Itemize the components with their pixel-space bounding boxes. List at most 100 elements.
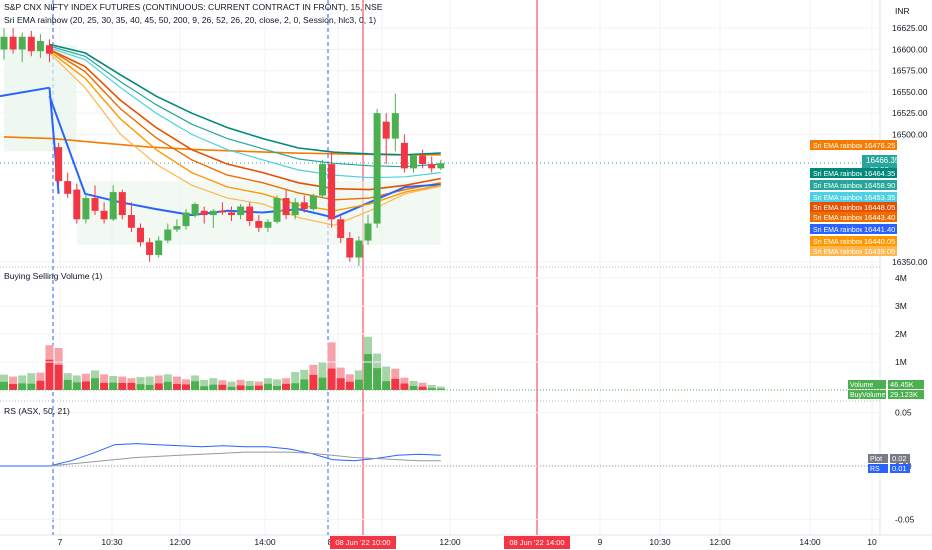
- rs-axis-tick-0: 0.05: [895, 408, 912, 418]
- ema-value-tag: [862, 180, 897, 190]
- ema-value-tag: [862, 140, 897, 150]
- ema-value-label: 16448.05: [864, 203, 895, 212]
- ema-name-tag: [810, 212, 862, 222]
- candle-body: [73, 189, 81, 220]
- volume-bar-side: [418, 386, 427, 390]
- candle-body: [246, 206, 254, 221]
- candle-body: [410, 155, 417, 169]
- volume-bar-side: [273, 386, 281, 390]
- volume-bar-side: [291, 383, 300, 390]
- ema-value-tag: [862, 202, 897, 212]
- candle-body: [282, 198, 290, 216]
- ema-name-tag: [810, 224, 862, 234]
- candle-body: [209, 210, 217, 216]
- time-axis-tick-2: 12:00: [169, 537, 191, 547]
- volume-name-tag-1: [848, 390, 886, 399]
- rs-name-tag-1: [868, 464, 888, 473]
- ema-name-label: Sri EMA rainbow:EMA 3: [813, 215, 887, 222]
- candle-body: [91, 198, 99, 211]
- ema-value-tag: [862, 168, 897, 178]
- volume-bar-total: [273, 379, 281, 390]
- volume-pane-title: Buying Selling Volume (1): [4, 271, 103, 281]
- volume-bar-total: [382, 366, 391, 390]
- volume-bar-total: [209, 378, 218, 390]
- volume-bar-side: [254, 385, 263, 390]
- volume-bar-side: [81, 381, 90, 390]
- rs-line-1: [49, 451, 441, 467]
- volume-value-tag-1: [888, 390, 924, 399]
- current-price-value: 16466.35: [866, 156, 900, 165]
- volume-bar-side: [209, 384, 218, 390]
- volume-bar-side: [0, 381, 8, 390]
- candle-body: [0, 36, 8, 50]
- volume-bar-total: [291, 372, 300, 390]
- ema-value-tag: [862, 224, 897, 234]
- volume-bar-total: [154, 375, 163, 390]
- ema-name-label: Sri EMA rainbow:EMA 2: [813, 239, 887, 246]
- volume-bar-total: [9, 376, 18, 390]
- candle-body: [228, 212, 235, 216]
- volume-bar-side: [172, 383, 181, 390]
- ema-value-label: 16453.35: [864, 193, 895, 202]
- volume-bar-side: [354, 379, 363, 390]
- candle-body: [146, 242, 154, 255]
- ema-name-tag: [810, 236, 862, 246]
- volume-bar-total: [245, 381, 254, 390]
- candle-body: [346, 237, 354, 258]
- volume-bar-side: [200, 386, 209, 390]
- volume-bar-side: [36, 380, 45, 390]
- ema-name-tag: [810, 202, 862, 212]
- volume-bar-side: [182, 384, 190, 390]
- volume-bar-side: [136, 384, 145, 390]
- candle-body: [400, 142, 408, 169]
- candle-body: [337, 219, 345, 238]
- candle-body: [328, 164, 336, 220]
- candle-body: [155, 240, 163, 255]
- volume-bar-total: [172, 376, 181, 390]
- candle-body: [218, 210, 226, 213]
- candle-body: [364, 223, 372, 241]
- volume-axis-tick-3: 1M: [895, 357, 907, 367]
- time-axis-tick-9: 12:00: [709, 537, 731, 547]
- volume-bar-side: [364, 354, 372, 390]
- volume-bar-side: [263, 383, 272, 390]
- price-axis-tick-1: 16600.00: [892, 44, 928, 54]
- candles: [0, 28, 445, 266]
- candle-body: [9, 36, 17, 50]
- time-axis-tick-1: 10:30: [101, 537, 123, 547]
- candle-body: [437, 163, 445, 169]
- candle-body: [118, 192, 126, 216]
- volume-bar-side: [45, 359, 54, 390]
- ema-name-tag: [810, 168, 862, 178]
- volume-bar-side: [191, 381, 200, 390]
- volume-bars: [0, 336, 445, 390]
- rs-value-label-0: 0.02: [892, 454, 907, 463]
- volume-bar-side: [9, 383, 18, 390]
- volume-bar-total: [100, 374, 109, 390]
- ema-value-label: 16443.40: [864, 213, 895, 222]
- price-axis-tick-6: 16350.00: [892, 257, 928, 267]
- volume-bar-side: [309, 374, 318, 390]
- volume-axis-tick-2: 2M: [895, 329, 907, 339]
- time-axis-tick-6: 12:00: [439, 537, 461, 547]
- ema-name-tag: [810, 140, 862, 150]
- rs-name-label-1: RS: [870, 466, 880, 473]
- volume-bar-side: [336, 378, 345, 390]
- rs-axis-tick-2: -0.05: [895, 514, 915, 524]
- candle-body: [164, 229, 172, 241]
- time-axis-tick-7: 9: [598, 537, 603, 547]
- volume-bar-side: [218, 384, 227, 390]
- ema-value-label: 16440.05: [864, 237, 895, 246]
- volume-bar-side: [127, 382, 136, 390]
- candle-body: [291, 202, 299, 216]
- candle-body: [36, 40, 44, 52]
- volume-bar-side: [345, 381, 354, 390]
- candle-body: [355, 240, 363, 258]
- time-axis-tick-0: 7: [58, 537, 63, 547]
- ema-name-label: Sri EMA rainbow:EMA 6: [813, 183, 887, 190]
- volume-bar-side: [18, 383, 27, 390]
- ema-value-label: 16476.25: [864, 141, 895, 150]
- candle-body: [64, 181, 72, 194]
- volume-bar-side: [409, 385, 418, 390]
